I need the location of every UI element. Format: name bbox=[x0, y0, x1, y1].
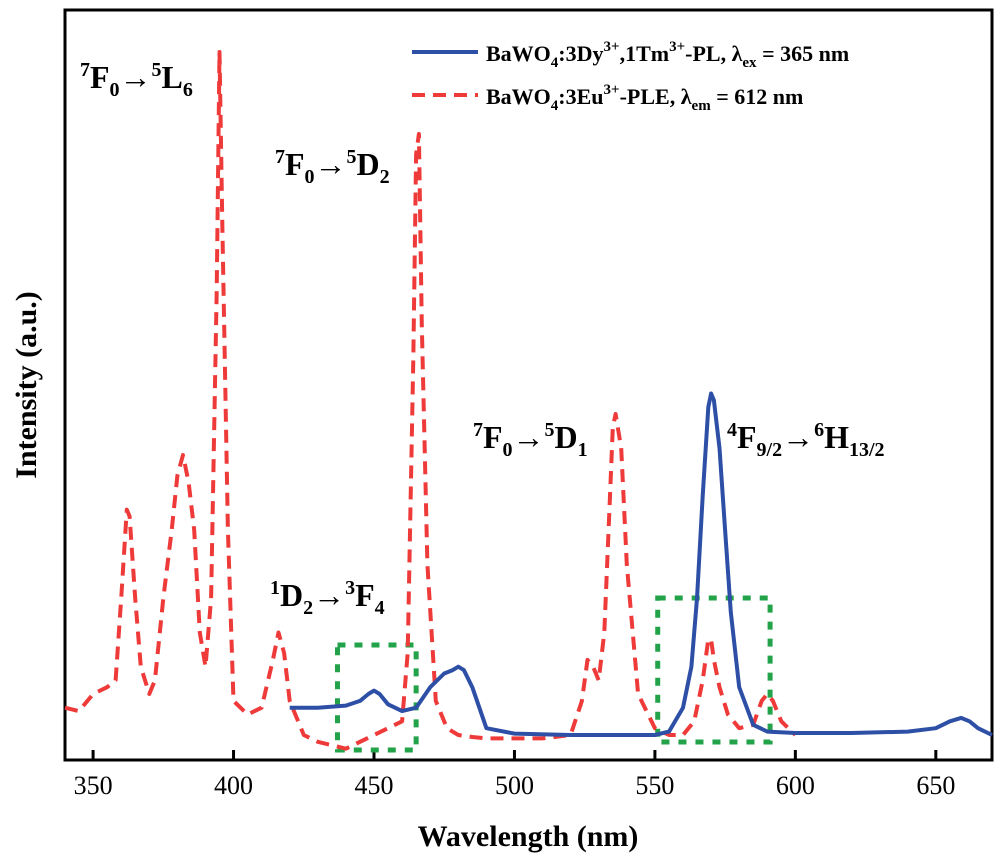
highlight-box bbox=[334, 642, 419, 753]
legend: BaWO4:3Dy3+,1Tm3+-PL, λex = 365 nm BaWO4… bbox=[412, 39, 849, 114]
x-tick-label: 600 bbox=[776, 771, 815, 800]
x-axis-ticks: 350 400 450 500 550 600 650 bbox=[74, 750, 955, 800]
x-tick-label: 400 bbox=[214, 771, 253, 800]
series-line-dy-tm-pl bbox=[289, 391, 993, 737]
legend-label-ple: BaWO4:3Eu3+-PLE, λem = 612 nm bbox=[486, 82, 803, 114]
x-tick-label: 500 bbox=[495, 771, 534, 800]
annotation-7f0-5d1: 7F0→5D1 bbox=[473, 419, 588, 461]
legend-label-pl: BaWO4:3Dy3+,1Tm3+-PL, λex = 365 nm bbox=[486, 39, 849, 71]
x-tick-label: 450 bbox=[355, 771, 394, 800]
x-tick-label: 550 bbox=[635, 771, 674, 800]
y-axis-label: Intensity (a.u.) bbox=[10, 291, 43, 479]
x-tick-label: 650 bbox=[916, 771, 955, 800]
x-axis-label: Wavelength (nm) bbox=[418, 820, 639, 853]
x-tick-label: 350 bbox=[74, 771, 113, 800]
annotation-4f92-6h132: 4F9/2→6H13/2 bbox=[727, 419, 885, 461]
series-line-eu-ple bbox=[64, 50, 797, 751]
annotation-1d2-3f4: 1D2→3F4 bbox=[270, 577, 385, 619]
annotation-7f0-5d2: 7F0→5D2 bbox=[275, 146, 390, 188]
transition-annotations: 7F0→5L6 7F0→5D2 7F0→5D1 1D2→3F4 4F9/2→6H… bbox=[80, 59, 885, 619]
plot-frame bbox=[63, 8, 994, 762]
annotation-7f0-5l6: 7F0→5L6 bbox=[80, 59, 193, 101]
highlight-box bbox=[655, 595, 773, 745]
highlight-boxes bbox=[334, 595, 773, 753]
